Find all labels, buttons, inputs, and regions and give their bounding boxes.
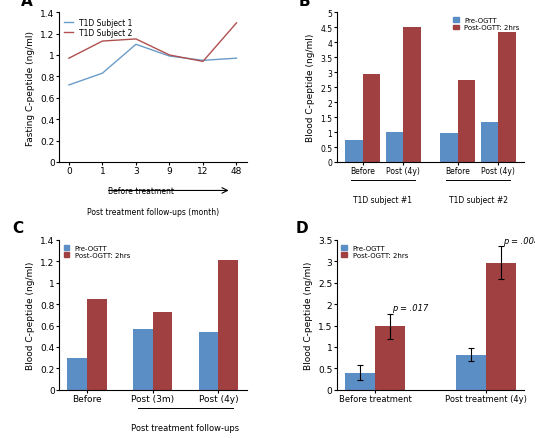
T1D Subject 1 [166, 54, 173, 60]
Bar [457, 81, 475, 162]
Legend: Pre-OGTT, Post-OGTT: 2hrs: Pre-OGTT, Post-OGTT: 2hrs [62, 244, 132, 260]
Bar [345, 141, 363, 162]
Bar [152, 312, 172, 390]
Text: p = .004: p = .004 [503, 237, 535, 245]
T1D Subject 1 [233, 57, 240, 62]
Text: C: C [12, 221, 23, 236]
Y-axis label: Fasting C-peptide (ng/ml): Fasting C-peptide (ng/ml) [26, 31, 35, 145]
T1D Subject 2 [99, 39, 105, 45]
Text: Post treatment follow-ups (month): Post treatment follow-ups (month) [87, 208, 219, 216]
T1D Subject 2 [233, 21, 240, 26]
Legend: Pre-OGTT, Post-OGTT: 2hrs: Pre-OGTT, Post-OGTT: 2hrs [340, 244, 409, 260]
Y-axis label: Blood C-peptide (ng/ml): Blood C-peptide (ng/ml) [26, 261, 35, 369]
Text: B: B [299, 0, 311, 9]
T1D Subject 1 [66, 83, 72, 88]
Text: T1D subject #1: T1D subject #1 [354, 195, 412, 205]
Bar [455, 355, 486, 390]
Text: Post treatment follow-ups: Post treatment follow-ups [132, 423, 240, 432]
T1D Subject 2 [166, 53, 173, 59]
Bar [363, 75, 380, 162]
T1D Subject 2 [66, 57, 72, 62]
Bar [499, 33, 516, 162]
Y-axis label: Blood C-peptide (ng/ml): Blood C-peptide (ng/ml) [306, 34, 315, 142]
Text: p = .017: p = .017 [392, 304, 429, 312]
Bar [87, 299, 107, 390]
Bar [486, 263, 516, 390]
Legend: Pre-OGTT, Post-OGTT: 2hrs: Pre-OGTT, Post-OGTT: 2hrs [452, 17, 521, 33]
Bar [440, 134, 457, 162]
Bar [67, 358, 87, 390]
Text: D: D [295, 221, 308, 236]
Bar [375, 327, 406, 390]
Bar [386, 133, 403, 162]
Bar [198, 332, 218, 390]
T1D Subject 1 [200, 59, 206, 64]
Line: T1D Subject 1: T1D Subject 1 [69, 45, 236, 86]
Bar [403, 28, 421, 162]
Line: T1D Subject 2: T1D Subject 2 [69, 24, 236, 62]
Text: T1D subject #2: T1D subject #2 [448, 195, 508, 205]
Bar [133, 329, 152, 390]
Text: A: A [21, 0, 33, 9]
T1D Subject 2 [200, 60, 206, 65]
Bar [481, 123, 499, 162]
Text: Before treatment: Before treatment [108, 187, 174, 195]
Legend: T1D Subject 1, T1D Subject 2: T1D Subject 1, T1D Subject 2 [63, 17, 134, 39]
T1D Subject 1 [99, 71, 105, 77]
T1D Subject 1 [133, 42, 139, 48]
Bar [218, 261, 238, 390]
Y-axis label: Blood C-peptide (ng/ml): Blood C-peptide (ng/ml) [303, 261, 312, 369]
Bar [345, 373, 375, 390]
T1D Subject 2 [133, 37, 139, 42]
